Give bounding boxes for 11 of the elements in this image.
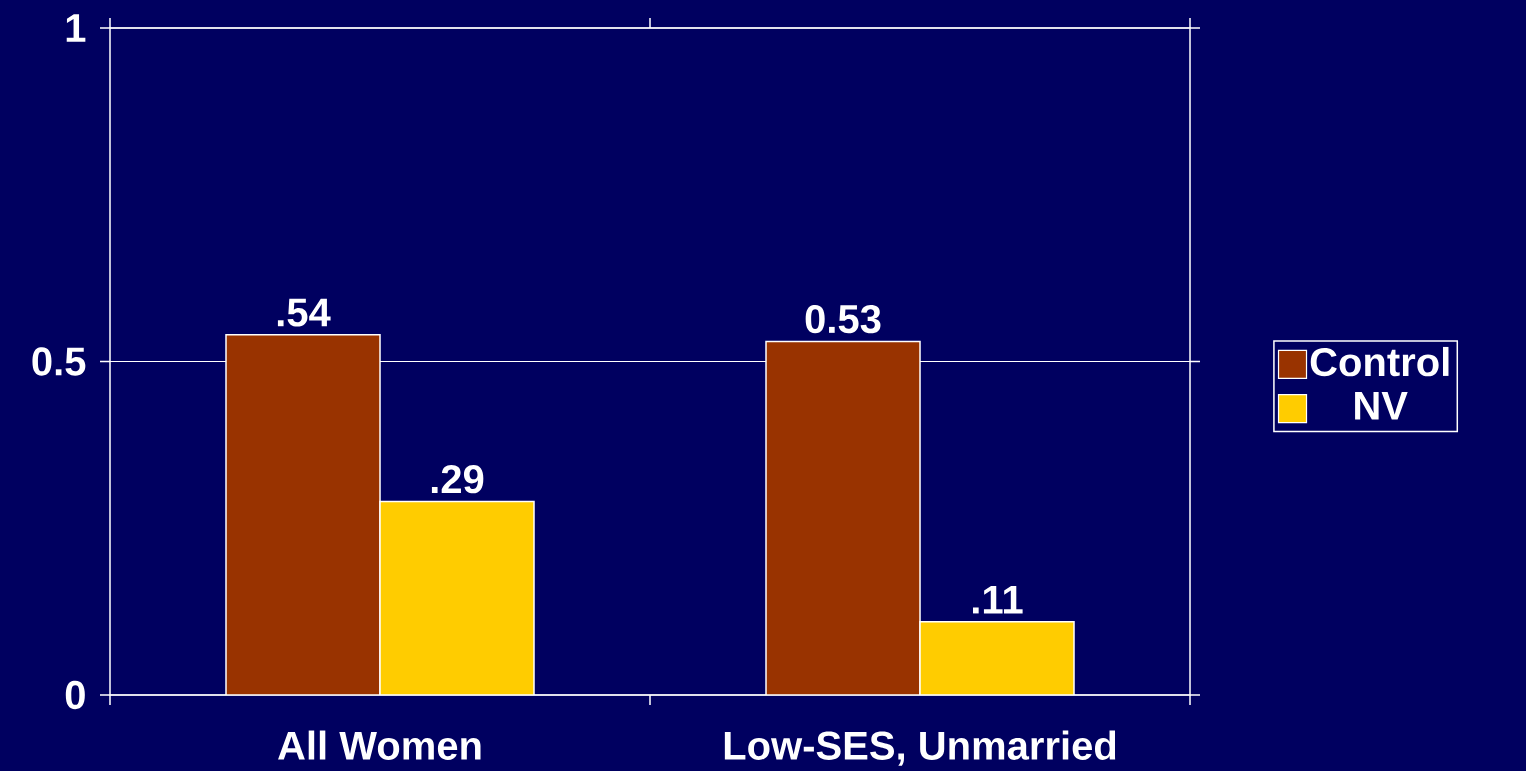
- y-tick-label: 0: [65, 680, 85, 710]
- data-label: .54: [277, 298, 331, 327]
- x-tick-label: Low-SES, Unmarried: [724, 730, 1116, 766]
- legend-label: Control: [1310, 346, 1449, 377]
- legend-label: NV: [1355, 391, 1408, 420]
- data-label: .11: [973, 585, 1023, 614]
- y-tick-label: 1: [66, 14, 86, 42]
- data-label: .29: [431, 465, 484, 494]
- data-label: 0.53: [805, 304, 881, 334]
- y-tick-label: 0.5: [32, 347, 86, 376]
- x-tick-label: All Women: [278, 730, 481, 760]
